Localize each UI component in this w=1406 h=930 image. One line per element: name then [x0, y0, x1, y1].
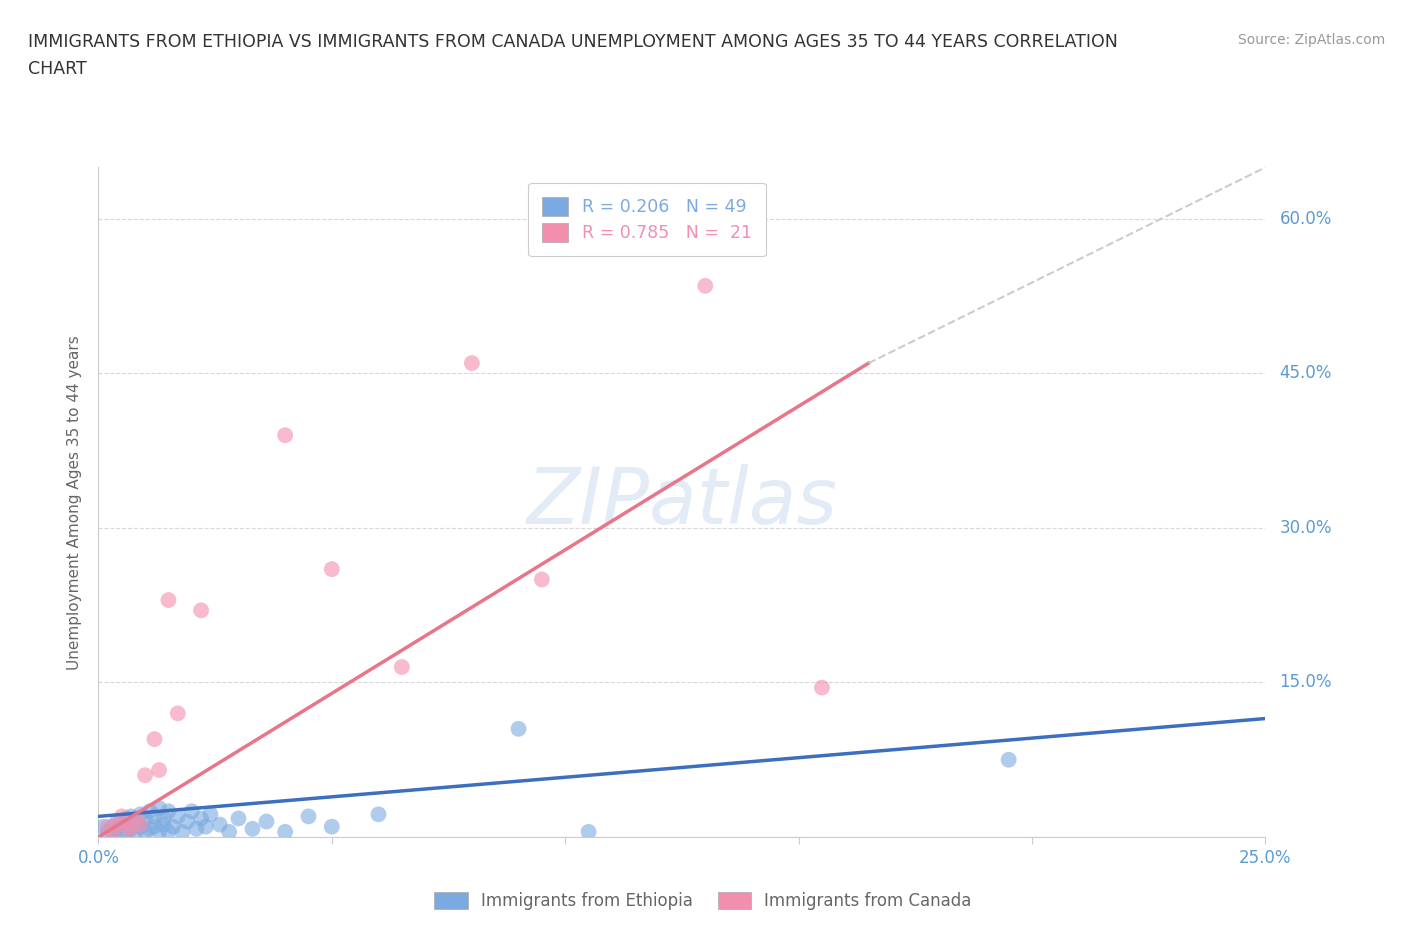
- Point: [391, 659, 413, 674]
- Point: [200, 807, 222, 822]
- Point: [148, 763, 170, 777]
- Point: [461, 355, 484, 370]
- Point: [157, 824, 180, 839]
- Text: Source: ZipAtlas.com: Source: ZipAtlas.com: [1237, 33, 1385, 46]
- Point: [105, 821, 128, 836]
- Point: [157, 804, 180, 818]
- Point: [134, 824, 156, 839]
- Point: [321, 819, 343, 834]
- Point: [274, 824, 297, 839]
- Point: [578, 824, 600, 839]
- Point: [508, 722, 530, 737]
- Point: [321, 562, 343, 577]
- Point: [101, 824, 124, 839]
- Point: [176, 814, 198, 829]
- Point: [152, 811, 174, 826]
- Point: [530, 572, 553, 587]
- Point: [256, 814, 278, 829]
- Point: [129, 819, 152, 834]
- Point: [120, 809, 142, 824]
- Point: [115, 819, 138, 834]
- Point: [190, 811, 212, 826]
- Legend: R = 0.206   N = 49, R = 0.785   N =  21: R = 0.206 N = 49, R = 0.785 N = 21: [529, 183, 766, 256]
- Point: [125, 811, 148, 826]
- Text: ZIPatlas: ZIPatlas: [526, 464, 838, 540]
- Text: 60.0%: 60.0%: [1279, 210, 1331, 228]
- Point: [997, 752, 1019, 767]
- Point: [143, 732, 166, 747]
- Point: [139, 804, 162, 818]
- Point: [186, 821, 208, 836]
- Point: [162, 819, 184, 834]
- Point: [125, 824, 148, 839]
- Point: [97, 819, 120, 834]
- Text: IMMIGRANTS FROM ETHIOPIA VS IMMIGRANTS FROM CANADA UNEMPLOYMENT AMONG AGES 35 TO: IMMIGRANTS FROM ETHIOPIA VS IMMIGRANTS F…: [28, 33, 1118, 50]
- Point: [120, 821, 142, 836]
- Point: [111, 824, 134, 839]
- Point: [115, 811, 138, 826]
- Point: [194, 819, 217, 834]
- Point: [129, 817, 152, 832]
- Point: [139, 821, 162, 836]
- Point: [91, 819, 114, 834]
- Point: [152, 817, 174, 832]
- Point: [157, 592, 180, 607]
- Point: [190, 603, 212, 618]
- Point: [134, 768, 156, 783]
- Point: [166, 809, 188, 824]
- Text: CHART: CHART: [28, 60, 87, 78]
- Point: [228, 811, 250, 826]
- Point: [105, 814, 128, 829]
- Point: [129, 807, 152, 822]
- Point: [695, 278, 717, 293]
- Point: [180, 804, 202, 818]
- Point: [111, 809, 134, 824]
- Point: [125, 814, 148, 829]
- Legend: Immigrants from Ethiopia, Immigrants from Canada: Immigrants from Ethiopia, Immigrants fro…: [427, 885, 979, 917]
- Y-axis label: Unemployment Among Ages 35 to 44 years: Unemployment Among Ages 35 to 44 years: [67, 335, 83, 670]
- Point: [105, 817, 128, 832]
- Point: [120, 821, 142, 836]
- Point: [97, 824, 120, 839]
- Text: 45.0%: 45.0%: [1279, 365, 1331, 382]
- Point: [143, 809, 166, 824]
- Point: [208, 817, 231, 832]
- Point: [148, 801, 170, 816]
- Point: [811, 680, 834, 695]
- Point: [274, 428, 297, 443]
- Point: [101, 819, 124, 834]
- Point: [134, 811, 156, 826]
- Point: [115, 824, 138, 839]
- Point: [111, 817, 134, 832]
- Point: [166, 706, 188, 721]
- Point: [218, 824, 240, 839]
- Point: [101, 824, 124, 839]
- Point: [367, 807, 389, 822]
- Point: [172, 824, 194, 839]
- Text: 30.0%: 30.0%: [1279, 519, 1331, 537]
- Point: [297, 809, 319, 824]
- Point: [143, 819, 166, 834]
- Point: [148, 824, 170, 839]
- Text: 15.0%: 15.0%: [1279, 673, 1331, 692]
- Point: [242, 821, 264, 836]
